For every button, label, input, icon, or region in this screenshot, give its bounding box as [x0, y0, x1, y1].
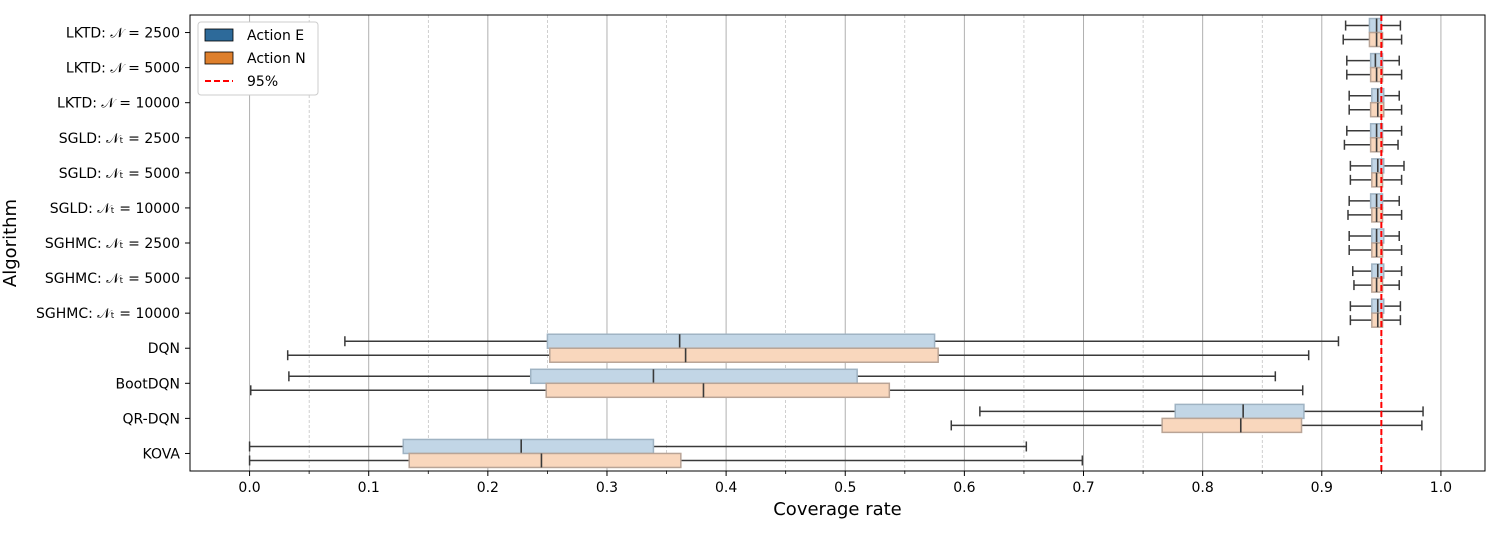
- y-tick-label: LKTD: 𝒩 = 2500: [66, 26, 180, 42]
- x-tick-label: 0.7: [1072, 480, 1094, 496]
- iqr-box: [529, 368, 858, 385]
- box-series: [248, 17, 1424, 469]
- plot-frame: [189, 14, 1486, 472]
- box-n-5: [1347, 207, 1403, 223]
- box-n-11: [950, 417, 1423, 434]
- y-tick-label: SGHMC: 𝒩ₜ = 2500: [45, 236, 180, 252]
- box-e-11: [979, 403, 1424, 420]
- box-n-0: [1342, 31, 1403, 48]
- iqr-box: [1174, 403, 1305, 420]
- box-n-2: [1348, 101, 1403, 118]
- y-axis-ticks: LKTD: 𝒩 = 2500 LKTD: 𝒩 = 5000 LKTD: 𝒩 = 10…: [36, 26, 190, 462]
- box-n-3: [1343, 137, 1399, 153]
- box-e-2: [1348, 87, 1400, 104]
- y-tick-label: QR-DQN: [122, 411, 180, 427]
- y-tick-label: SGHMC: 𝒩ₜ = 5000: [45, 271, 180, 287]
- x-tick-label: 0.3: [596, 480, 618, 496]
- x-tick-label: 0.6: [953, 480, 975, 496]
- iqr-box: [408, 452, 682, 469]
- iqr-box: [545, 382, 891, 399]
- box-e-8: [1349, 298, 1402, 314]
- x-tick-label: 0.1: [358, 480, 380, 496]
- y-tick-label: LKTD: 𝒩 = 5000: [66, 61, 180, 77]
- x-tick-label: 1.0: [1430, 480, 1452, 496]
- y-tick-label: SGHMC: 𝒩ₜ = 10000: [36, 306, 180, 322]
- box-e-5: [1348, 193, 1400, 209]
- box-e-3: [1346, 123, 1403, 139]
- box-n-10: [250, 382, 1304, 399]
- x-tick-label: 0.2: [477, 480, 499, 496]
- box-e-9: [344, 333, 1340, 349]
- y-tick-label: SGLD: 𝒩ₜ = 5000: [59, 166, 180, 182]
- box-e-1: [1346, 52, 1400, 69]
- x-tick-label: 0.9: [1311, 480, 1333, 496]
- box-e-0: [1344, 17, 1402, 34]
- box-n-8: [1349, 312, 1402, 328]
- box-e-6: [1348, 228, 1400, 244]
- x-tick-label: 0.8: [1192, 480, 1214, 496]
- box-e-7: [1352, 263, 1403, 279]
- iqr-box: [1161, 417, 1303, 434]
- y-tick-label: BootDQN: [116, 376, 181, 392]
- y-tick-label: SGLD: 𝒩ₜ = 2500: [59, 131, 180, 147]
- legend-label-action-n: Action N: [247, 51, 306, 67]
- box-n-7: [1353, 277, 1400, 293]
- iqr-box: [549, 347, 939, 363]
- box-e-10: [288, 368, 1277, 385]
- box-n-6: [1348, 242, 1403, 258]
- legend-swatch-action-n: [204, 51, 234, 65]
- x-axis-ticks: 0.0 0.1 0.2 0.3 0.4 0.5 0.6 0.7 0.8 0.9 1.0: [238, 471, 1452, 496]
- box-n-1: [1346, 66, 1403, 83]
- iqr-box: [546, 333, 936, 349]
- box-e-12: [248, 438, 1028, 455]
- box-n-4: [1349, 172, 1403, 188]
- legend: Action E Action N 95%: [197, 21, 319, 96]
- x-tick-label: 0.0: [238, 480, 260, 496]
- y-tick-label: KOVA: [143, 446, 181, 462]
- box-e-4: [1349, 158, 1405, 174]
- grid-lines: [249, 15, 1442, 471]
- iqr-box: [402, 438, 655, 455]
- box-n-12: [248, 452, 1084, 469]
- x-axis-title: Coverage rate: [773, 499, 902, 520]
- y-axis-title: Algorithm: [0, 199, 21, 287]
- legend-label-95: 95%: [247, 74, 278, 90]
- y-tick-label: DQN: [148, 341, 180, 357]
- x-tick-label: 0.5: [834, 480, 856, 496]
- legend-label-action-e: Action E: [247, 28, 304, 44]
- y-tick-label: LKTD: 𝒩 = 10000: [57, 96, 180, 112]
- x-tick-label: 0.4: [715, 480, 737, 496]
- box-n-9: [286, 347, 1310, 363]
- iqr-box: [1368, 17, 1383, 34]
- legend-swatch-action-e: [204, 28, 234, 42]
- y-tick-label: SGLD: 𝒩ₜ = 10000: [50, 201, 180, 217]
